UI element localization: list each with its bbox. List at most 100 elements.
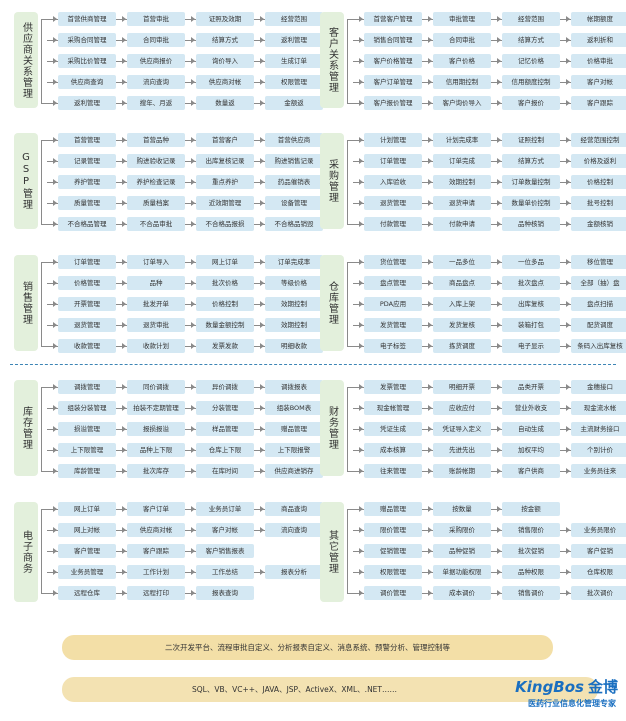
feature-box: 不合格品管理 (58, 217, 116, 231)
feature-box: 订单数量控制 (502, 175, 560, 189)
arrow-icon (260, 137, 264, 143)
feature-box: 发票管理 (364, 380, 422, 394)
arrow-icon (359, 100, 363, 106)
feature-box: PDA应用 (364, 297, 422, 311)
feature-box: 供应商对帐 (196, 75, 254, 89)
feature-box: 在库时间 (196, 464, 254, 478)
arrow-icon (53, 58, 57, 64)
arrow-icon (428, 100, 432, 106)
arrow-icon (53, 569, 57, 575)
feature-box: 按数量 (433, 502, 491, 516)
arrow-icon (497, 506, 501, 512)
arrow-icon (260, 280, 264, 286)
arrow-icon (122, 179, 126, 185)
arrow-icon (53, 384, 57, 390)
arrow-icon (566, 569, 570, 575)
arrow-icon (122, 527, 126, 533)
feature-box: 上下限报警 (265, 443, 323, 457)
arrow-icon (359, 301, 363, 307)
feature-box: 效期控制 (265, 297, 323, 311)
feature-box: 数量单价控制 (502, 196, 560, 210)
feature-box: 往来管理 (364, 464, 422, 478)
arrow-icon (428, 137, 432, 143)
feature-box: 按金额 (502, 502, 560, 516)
arrow-icon (260, 16, 264, 22)
feature-box: 盘点管理 (364, 276, 422, 290)
connector-line (47, 551, 196, 552)
feature-box: 同价调拨 (127, 380, 185, 394)
feature-box: 网上对帐 (58, 523, 116, 537)
arrow-icon (497, 259, 501, 265)
logo-slogan: 医药行业信息化管理专家 (528, 699, 616, 708)
feature-box: 营业外收支 (502, 401, 560, 415)
arrow-icon (359, 37, 363, 43)
arrow-icon (53, 426, 57, 432)
feature-box: 异价调拨 (196, 380, 254, 394)
arrow-icon (191, 16, 195, 22)
feature-box: 经营范围 (502, 12, 560, 26)
feature-box: 订单完成 (433, 154, 491, 168)
module-bracket (347, 140, 353, 225)
arrow-icon (359, 590, 363, 596)
arrow-icon (122, 79, 126, 85)
arrow-icon (428, 259, 432, 265)
module-bracket (41, 387, 47, 472)
module-title: 采购管理 (320, 133, 344, 229)
feature-box: 业务员限价 (571, 523, 626, 537)
arrow-icon (497, 468, 501, 474)
arrow-icon (566, 590, 570, 596)
arrow-icon (497, 569, 501, 575)
arrow-icon (53, 322, 57, 328)
feature-box: 电子标签 (364, 339, 422, 353)
feature-box: 分装管理 (196, 401, 254, 415)
kingbos-logo: KingBos 金博 医药行业信息化管理专家 (478, 676, 618, 716)
arrow-icon (191, 527, 195, 533)
arrow-icon (428, 590, 432, 596)
arrow-icon (53, 590, 57, 596)
feature-box: 客户销售报表 (196, 544, 254, 558)
platform-banner: 二次开发平台、流程审批自定义、分析报表自定义、消息系统、预警分析、管理控制等 (62, 635, 553, 660)
feature-box: 价格控制 (196, 297, 254, 311)
arrow-icon (497, 16, 501, 22)
feature-box: 损溢管理 (58, 422, 116, 436)
arrow-icon (497, 447, 501, 453)
feature-box: 供应商查询 (58, 75, 116, 89)
module-bracket (41, 509, 47, 594)
arrow-icon (260, 158, 264, 164)
arrow-icon (260, 506, 264, 512)
arrow-icon (428, 322, 432, 328)
arrow-icon (566, 301, 570, 307)
feature-box: 批发开单 (127, 297, 185, 311)
logo-brand-cn: 金博 (587, 678, 618, 696)
feature-box: 凭证生成 (364, 422, 422, 436)
feature-box: 数量返 (196, 96, 254, 110)
feature-box: 调拨管理 (58, 380, 116, 394)
feature-box: 品种 (127, 276, 185, 290)
feature-box: 远程打印 (127, 586, 185, 600)
module-bracket (347, 19, 353, 104)
arrow-icon (122, 301, 126, 307)
module-title: 财务管理 (320, 380, 344, 476)
arrow-icon (359, 79, 363, 85)
arrow-icon (260, 259, 264, 265)
feature-box: 价格及返利 (571, 154, 626, 168)
feature-box: 首营管理 (58, 133, 116, 147)
arrow-icon (566, 179, 570, 185)
arrow-icon (122, 590, 126, 596)
feature-box: 价格管理 (58, 276, 116, 290)
feature-box: 品种上下限 (127, 443, 185, 457)
arrow-icon (122, 426, 126, 432)
arrow-icon (122, 468, 126, 474)
arrow-icon (191, 506, 195, 512)
arrow-icon (566, 58, 570, 64)
feature-box: 个别计价 (571, 443, 626, 457)
arrow-icon (53, 137, 57, 143)
feature-box: 盘点扫描 (571, 297, 626, 311)
arrow-icon (122, 384, 126, 390)
feature-box: 客户价格 (433, 54, 491, 68)
feature-box: 移位管理 (571, 255, 626, 269)
feature-box: 装箱打包 (502, 318, 560, 332)
module-title: 库存管理 (14, 380, 38, 476)
feature-box: 审批管理 (433, 12, 491, 26)
arrow-icon (260, 200, 264, 206)
